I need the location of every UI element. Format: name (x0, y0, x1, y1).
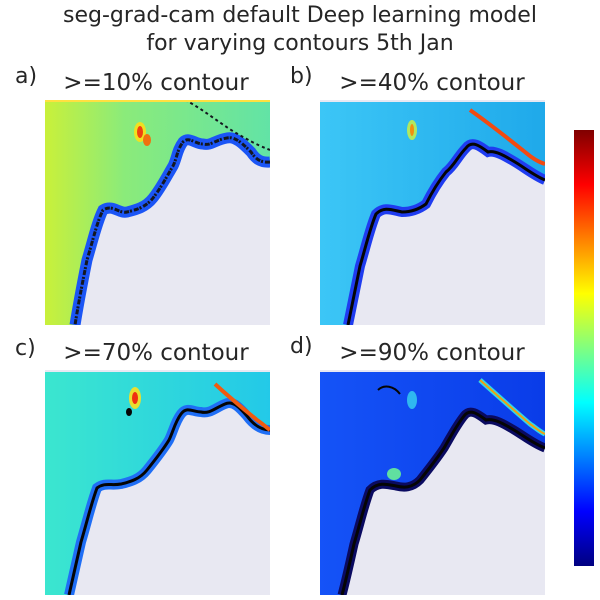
panel-d-letter: d) (290, 334, 313, 359)
colorbar (573, 129, 595, 567)
panel-a-title: >=10% contour (63, 70, 249, 96)
panel-a-heatmap-svg (45, 100, 270, 325)
panel-c-heatmap-svg (45, 370, 270, 595)
panel-b-heatmap (320, 100, 545, 325)
panel-d-heatmap (320, 370, 545, 595)
figure-title-line-2: for varying contours 5th Jan (146, 31, 454, 56)
panel-d-heatmap-svg (320, 370, 545, 595)
panel-d-title: >=90% contour (339, 340, 525, 366)
panel-b-heatmap-svg (320, 100, 545, 325)
panel-a-letter: a) (15, 64, 38, 89)
panel-b-title: >=40% contour (339, 70, 525, 96)
figure-title: seg-grad-cam default Deep learning model… (0, 2, 600, 58)
panel-c-title: >=70% contour (63, 340, 249, 366)
panel-c-heatmap (45, 370, 270, 595)
figure-title-line-1: seg-grad-cam default Deep learning model (63, 3, 537, 28)
panel-a-heatmap (45, 100, 270, 325)
panel-b-letter: b) (290, 64, 313, 89)
panel-c-letter: c) (15, 336, 36, 361)
